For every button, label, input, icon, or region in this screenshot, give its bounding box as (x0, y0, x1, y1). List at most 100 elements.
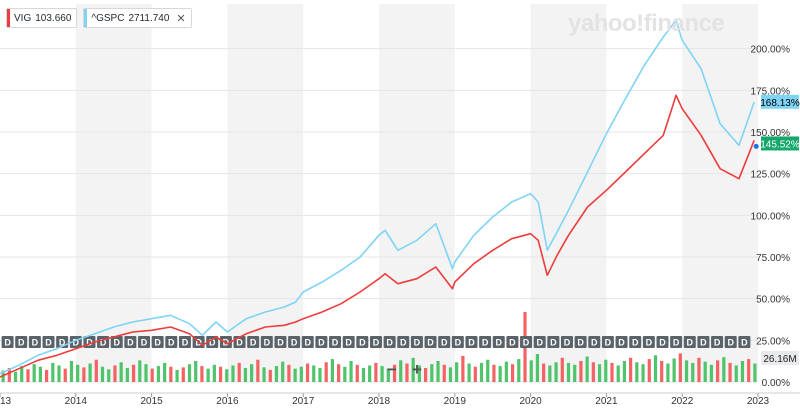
volume-bar (324, 362, 328, 382)
dividend-marker-label: D (264, 338, 271, 348)
year-band (682, 4, 758, 382)
close-icon[interactable]: ✕ (176, 12, 186, 25)
volume-bar (740, 361, 745, 382)
volume-bar (163, 362, 167, 382)
volume-bar (716, 360, 720, 382)
volume-bar (467, 363, 471, 382)
dividend-marker: D (124, 336, 137, 348)
dividend-marker: D (711, 336, 724, 348)
volume-bar (697, 357, 701, 382)
dividend-marker-label: D (605, 338, 612, 348)
volume-bar (374, 362, 378, 382)
dividend-marker-box (451, 336, 464, 348)
dividend-marker: D (547, 336, 560, 348)
dividend-marker-label: D (291, 338, 298, 348)
dividend-marker-box (178, 336, 191, 348)
legend-symbol-vig: VIG (14, 12, 32, 24)
dividend-marker: D (110, 336, 123, 348)
volume-bar (44, 369, 49, 382)
dividend-marker-label: D (673, 338, 680, 348)
dividend-marker: D (1, 336, 14, 348)
dividend-marker: D (670, 336, 683, 348)
dividend-marker-box (138, 336, 151, 348)
volume-bar (225, 369, 229, 382)
dividend-marker-box (588, 336, 601, 348)
volume-bar (218, 366, 223, 382)
dividend-marker-label: D (509, 338, 516, 348)
dividend-marker-box (615, 336, 628, 348)
dividend-marker-label: D (700, 338, 707, 348)
volume-bar (604, 359, 608, 382)
dividend-marker: D (520, 336, 533, 348)
volume-bar (498, 366, 502, 382)
dividend-marker: D (206, 336, 219, 348)
volume-bar (156, 366, 161, 382)
dividend-marker-label: D (414, 338, 421, 348)
dividend-marker-label: D (564, 338, 571, 348)
volume-bar (442, 364, 446, 382)
dividend-marker-label: D (154, 338, 161, 348)
zoom-out-button[interactable]: − (387, 360, 397, 379)
dividend-marker-box (424, 336, 437, 348)
dividend-marker-box (165, 336, 178, 348)
y-tick-label: 75.00% (756, 253, 790, 264)
volume-bar (678, 353, 682, 382)
volume-bar (82, 367, 86, 382)
volume-bar (150, 368, 154, 382)
volume-bar (436, 361, 440, 382)
dividend-marker: D (588, 336, 601, 348)
dividend-marker-box (506, 336, 519, 348)
volume-bar (38, 366, 42, 382)
dividend-marker: D (288, 336, 301, 348)
dividend-marker: D (451, 336, 464, 348)
dividend-marker-label: D (304, 338, 311, 348)
dividend-marker: D (369, 336, 382, 348)
volume-bar (579, 361, 583, 382)
x-tick-label: 2016 (216, 396, 239, 407)
volume-bar (355, 364, 359, 382)
volume-bar (231, 365, 235, 382)
dividend-marker: D (465, 336, 478, 348)
vig-badge: 145.52% (760, 136, 800, 151)
dividend-marker: D (629, 336, 642, 348)
dividend-marker-box (397, 336, 410, 348)
volume-bar (32, 364, 36, 382)
volume-bar (181, 367, 185, 382)
dividend-marker-box (656, 336, 669, 348)
dividend-marker: D (274, 336, 287, 348)
dividend-marker-label: D (168, 338, 175, 348)
dividend-marker: D (397, 336, 410, 348)
dividend-marker: D (138, 336, 151, 348)
volume-bar (380, 366, 384, 382)
x-tick-label: 2014 (65, 396, 88, 407)
volume-bar (305, 363, 310, 382)
volume-bar (423, 368, 428, 382)
year-band (227, 4, 304, 382)
volume-badge-text: 26.16M (763, 354, 796, 365)
volume-bar (492, 364, 496, 382)
dividend-marker: D (15, 336, 28, 348)
legend-price-gspc: 2711.740 (128, 12, 170, 24)
dividend-marker-label: D (550, 338, 557, 348)
dividend-marker: D (97, 336, 110, 348)
volume-bar (57, 365, 61, 382)
dividend-marker-box (738, 336, 751, 348)
dividend-marker-box (288, 336, 301, 348)
zoom-in-button[interactable]: + (412, 360, 422, 379)
dividend-marker: D (178, 336, 191, 348)
volume-bar (51, 362, 55, 382)
dividend-marker: D (247, 336, 260, 348)
legend-item-vig[interactable]: VIG 103.660 (6, 8, 78, 28)
volume-bar (69, 361, 74, 382)
volume-bar (368, 365, 372, 382)
volume-bar (100, 366, 105, 382)
legend-item-gspc[interactable]: ^GSPC 2711.740 ✕ (83, 8, 192, 28)
dividend-marker-label: D (741, 338, 748, 348)
volume-bar (194, 361, 198, 382)
series-lines (0, 19, 759, 378)
volume-bar (119, 362, 123, 382)
volume-bar (287, 364, 291, 382)
dividend-marker-label: D (618, 338, 625, 348)
volume-bar (455, 362, 459, 382)
